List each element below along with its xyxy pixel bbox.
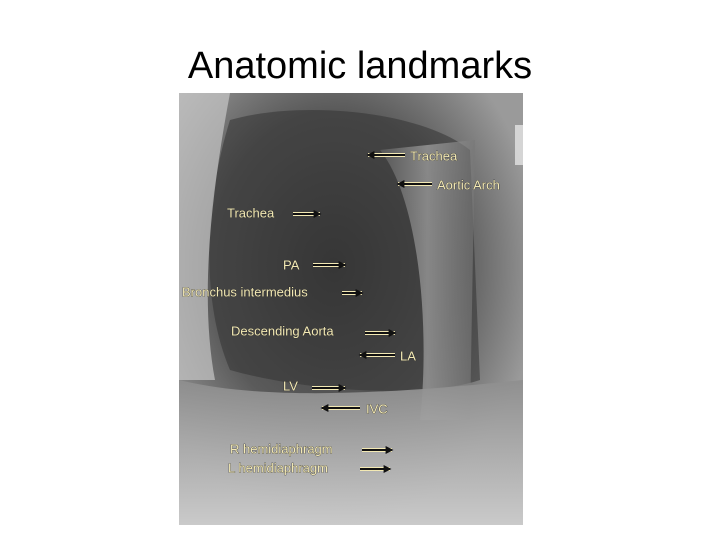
landmark-label: LV bbox=[283, 378, 298, 393]
landmark-label: Trachea bbox=[410, 148, 458, 163]
xray-image bbox=[179, 93, 523, 525]
landmark-label: Aortic Arch bbox=[437, 177, 500, 192]
landmark-label: LA bbox=[400, 348, 416, 363]
labels: Trachea Aortic Arch Trachea PA Bronchus inte… bbox=[182, 148, 500, 476]
landmark-label: PA bbox=[283, 257, 300, 272]
slide-title: Anatomic landmarks bbox=[188, 45, 532, 87]
landmark-label: Bronchus intermedius bbox=[182, 284, 308, 299]
landmark-label: L hemidiaphragm bbox=[228, 460, 328, 475]
landmark-label: Trachea bbox=[227, 205, 275, 220]
landmark-label: Descending Aorta bbox=[231, 323, 334, 338]
landmark-label: R hemidiaphragm bbox=[230, 441, 333, 456]
landmark-label: IVC bbox=[366, 401, 388, 416]
